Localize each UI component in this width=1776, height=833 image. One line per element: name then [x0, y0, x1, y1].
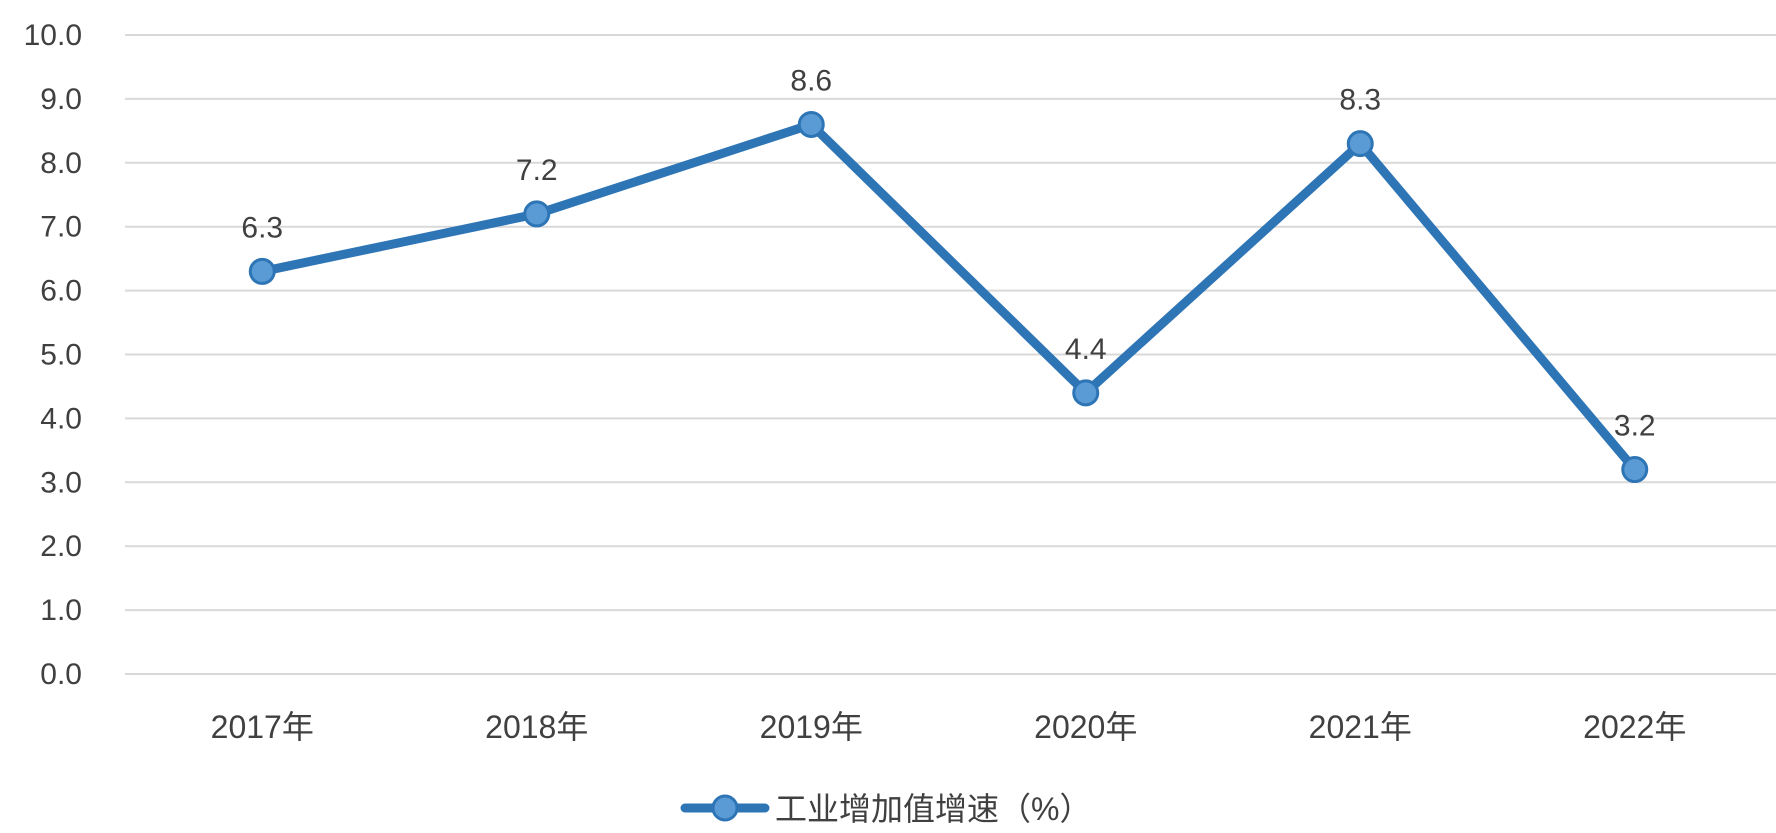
data-label: 6.3 [241, 211, 283, 244]
y-tick-label: 3.0 [40, 466, 82, 499]
x-tick-label: 2021年 [1309, 709, 1412, 745]
data-label: 8.3 [1339, 84, 1381, 117]
data-label: 8.6 [790, 64, 832, 97]
data-point [523, 200, 551, 228]
x-tick-label: 2020年 [1034, 709, 1137, 745]
y-tick-label: 1.0 [40, 594, 82, 627]
legend: 工业增加值增速（%） [680, 791, 1091, 827]
y-tick-label: 4.0 [40, 402, 82, 435]
x-tick-label: 2017年 [211, 709, 314, 745]
x-tick-label: 2019年 [760, 709, 863, 745]
series-layer [248, 110, 1649, 484]
data-point [1346, 130, 1374, 158]
y-tick-label: 5.0 [40, 339, 82, 372]
gridlines [125, 34, 1776, 675]
x-axis-ticks: 2017年 2018年 2019年 2020年 2021年 2022年 [211, 709, 1687, 745]
x-tick-label: 2018年 [485, 709, 588, 745]
data-labels: 6.3 7.2 8.6 4.4 8.3 3.2 [241, 64, 1655, 442]
data-point [797, 110, 825, 138]
y-tick-label: 7.0 [40, 211, 82, 244]
data-label: 4.4 [1065, 333, 1107, 366]
y-axis-ticks: 0.0 1.0 2.0 3.0 4.0 5.0 6.0 7.0 8.0 9.0 10.0 [24, 19, 82, 691]
legend-label: 工业增加值增速（%） [775, 791, 1091, 827]
data-point [248, 257, 276, 285]
x-tick-label: 2022年 [1583, 709, 1686, 745]
y-tick-label: 0.0 [40, 658, 82, 691]
y-tick-label: 6.0 [40, 275, 82, 308]
y-tick-label: 8.0 [40, 147, 82, 180]
data-label: 7.2 [516, 154, 558, 187]
legend-marker-swatch [711, 794, 739, 822]
y-tick-label: 9.0 [40, 83, 82, 116]
data-point [1072, 379, 1100, 407]
y-tick-label: 2.0 [40, 530, 82, 563]
y-tick-label: 10.0 [24, 19, 82, 52]
series-line [257, 119, 1640, 475]
data-label: 3.2 [1614, 410, 1656, 443]
data-point [1621, 456, 1649, 484]
